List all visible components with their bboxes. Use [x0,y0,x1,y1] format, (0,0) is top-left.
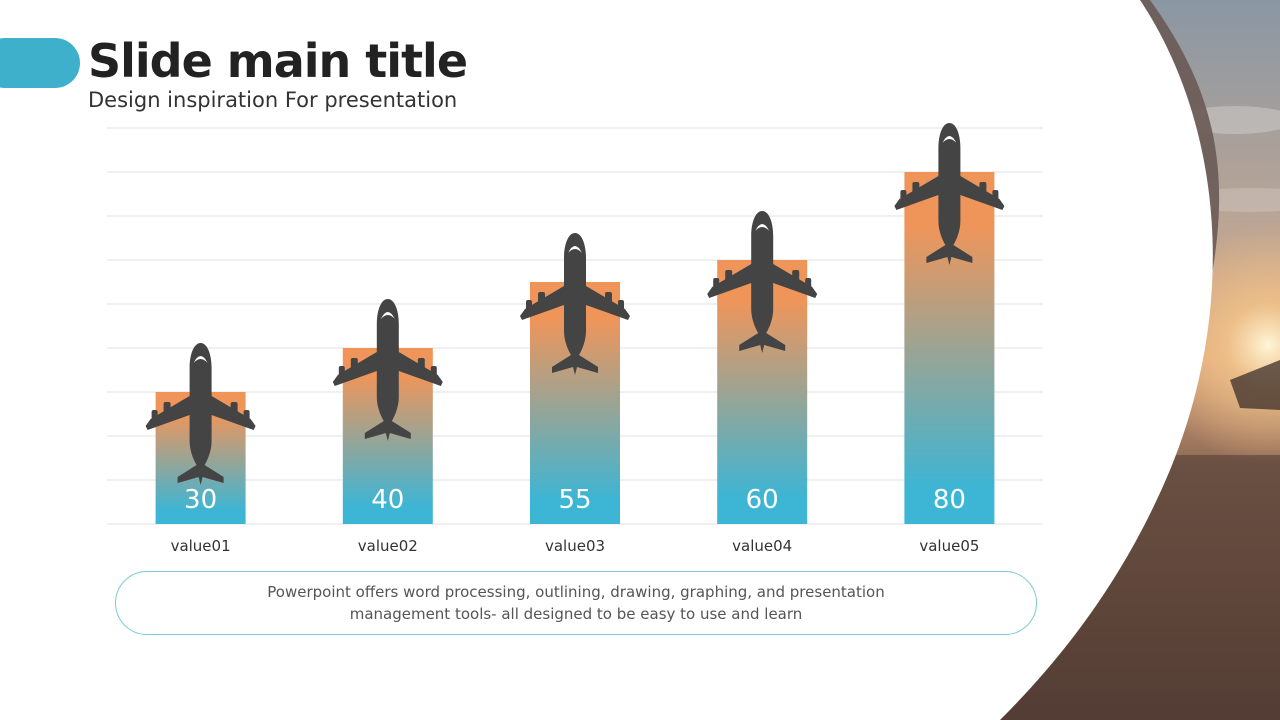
caption-box: Powerpoint offers word processing, outli… [115,571,1037,635]
caption-text: Powerpoint offers word processing, outli… [267,583,885,623]
category-label: value05 [919,537,979,555]
category-label: value02 [358,537,418,555]
data-label: 60 [746,485,779,515]
data-label: 30 [184,485,217,515]
slide-title: Slide main title [88,34,468,88]
category-label: value04 [732,537,792,555]
data-label: 40 [371,485,404,515]
data-label: 55 [558,485,591,515]
category-label: value03 [545,537,605,555]
title-accent-pill [0,38,80,88]
data-label: 80 [933,485,966,515]
slide-subtitle: Design inspiration For presentation [88,88,458,112]
category-label: value01 [171,537,231,555]
